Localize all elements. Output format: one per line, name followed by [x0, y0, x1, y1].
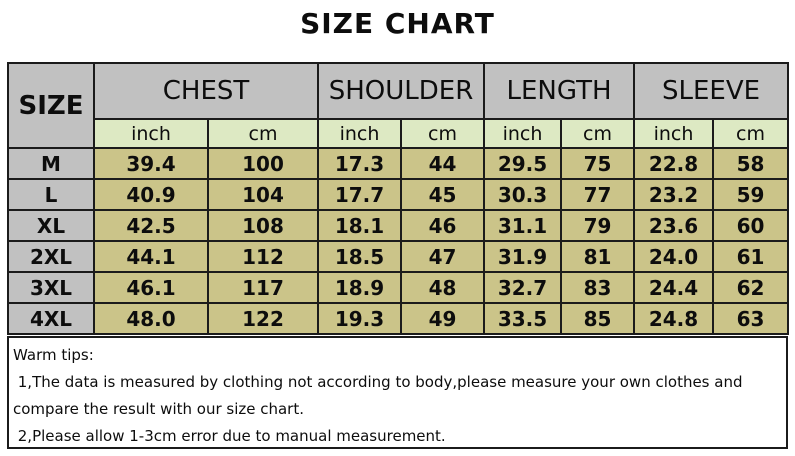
data-cell: 44.1 [93, 240, 209, 273]
table-row: 4XL 48.0 122 19.3 49 33.5 85 24.8 63 [7, 302, 790, 335]
data-cell: 24.8 [633, 302, 715, 335]
unit-label: inch [483, 118, 562, 149]
column-group-sleeve: SLEEVE [633, 62, 790, 120]
data-cell: 112 [207, 240, 319, 273]
data-cell: 33.5 [483, 302, 562, 335]
data-cell: 60 [712, 209, 790, 242]
data-cell: 30.3 [483, 178, 562, 211]
data-cell: 58 [712, 147, 790, 180]
unit-row: inch cm inch cm inch cm inch cm [8, 118, 790, 149]
data-cell: 61 [712, 240, 790, 273]
data-cell: 104 [207, 178, 319, 211]
data-cell: 47 [400, 240, 485, 273]
unit-label: cm [400, 118, 485, 149]
data-cell: 24.0 [633, 240, 715, 273]
data-cell: 23.6 [633, 209, 715, 242]
data-cell: 45 [400, 178, 485, 211]
data-cell: 100 [207, 147, 319, 180]
table-row: 3XL 46.1 117 18.9 48 32.7 83 24.4 62 [7, 271, 790, 304]
data-cell: 17.7 [317, 178, 402, 211]
data-cell: 59 [712, 178, 790, 211]
data-cell: 24.4 [633, 271, 715, 304]
data-cell: 39.4 [93, 147, 209, 180]
data-cell: 18.1 [317, 209, 402, 242]
unit-label: cm [207, 118, 319, 149]
column-group-chest: CHEST [93, 62, 319, 120]
size-cell: XL [7, 209, 95, 242]
data-cell: 48 [400, 271, 485, 304]
page-title: SIZE CHART [300, 7, 495, 40]
column-group-length: LENGTH [482, 62, 636, 120]
data-cell: 44 [400, 147, 485, 180]
size-cell: 3XL [7, 271, 95, 304]
header-row: SIZE CHEST SHOULDER LENGTH SLEEVE [7, 62, 790, 149]
table-row: XL 42.5 108 18.1 46 31.1 79 23.6 60 [7, 209, 790, 242]
size-column-header: SIZE [7, 62, 95, 149]
data-cell: 81 [559, 240, 636, 273]
table-row: L 40.9 104 17.7 45 30.3 77 23.2 59 [7, 178, 790, 211]
warm-tips-line: compare the result with our size chart. [13, 400, 304, 418]
data-cell: 46 [400, 209, 485, 242]
data-cell: 79 [559, 209, 636, 242]
data-cell: 18.9 [317, 271, 402, 304]
unit-label: inch [633, 118, 715, 149]
data-cell: 85 [559, 302, 636, 335]
size-cell: M [7, 147, 95, 180]
data-cell: 48.0 [93, 302, 209, 335]
data-cell: 46.1 [93, 271, 209, 304]
data-cell: 19.3 [317, 302, 402, 335]
data-cell: 40.9 [93, 178, 209, 211]
data-cell: 32.7 [483, 271, 562, 304]
size-chart-table: SIZE CHEST SHOULDER LENGTH SLEEVE inch c… [7, 62, 790, 335]
data-cell: 77 [559, 178, 636, 211]
data-cell: 17.3 [317, 147, 402, 180]
data-cell: 22.8 [633, 147, 715, 180]
data-cell: 31.1 [483, 209, 562, 242]
size-cell: 4XL [7, 302, 95, 335]
warm-tips-line: 2,Please allow 1-3cm error due to manual… [13, 427, 446, 445]
warm-tips-line: 1,The data is measured by clothing not a… [13, 373, 743, 391]
data-cell: 62 [712, 271, 790, 304]
warm-tips-heading: Warm tips: [13, 346, 94, 364]
data-cell: 117 [207, 271, 319, 304]
unit-label: cm [559, 118, 636, 149]
data-cell: 31.9 [483, 240, 562, 273]
size-cell: 2XL [7, 240, 95, 273]
data-cell: 29.5 [483, 147, 562, 180]
data-cell: 63 [712, 302, 790, 335]
data-cell: 75 [559, 147, 636, 180]
data-cell: 83 [559, 271, 636, 304]
data-cell: 122 [207, 302, 319, 335]
table-row: 2XL 44.1 112 18.5 47 31.9 81 24.0 61 [7, 240, 790, 273]
unit-label: inch [317, 118, 402, 149]
data-cell: 108 [207, 209, 319, 242]
size-cell: L [7, 178, 95, 211]
data-cell: 18.5 [317, 240, 402, 273]
data-cell: 42.5 [93, 209, 209, 242]
data-cell: 23.2 [633, 178, 715, 211]
data-cell: 49 [400, 302, 485, 335]
unit-label: inch [93, 118, 209, 149]
table-row: M 39.4 100 17.3 44 29.5 75 22.8 58 [7, 147, 790, 180]
unit-label: cm [712, 118, 790, 149]
column-group-shoulder: SHOULDER [317, 62, 485, 120]
warm-tips-box: Warm tips: 1,The data is measured by clo… [7, 336, 788, 449]
